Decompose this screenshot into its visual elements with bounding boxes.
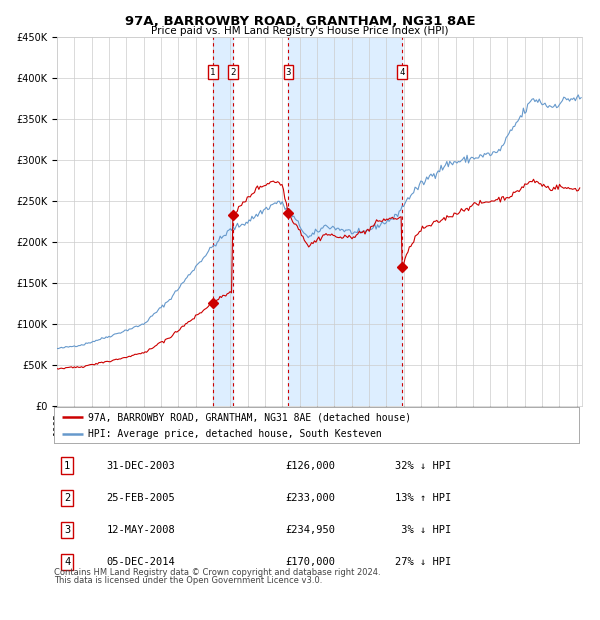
Text: 97A, BARROWBY ROAD, GRANTHAM, NG31 8AE (detached house): 97A, BARROWBY ROAD, GRANTHAM, NG31 8AE (… bbox=[88, 412, 411, 422]
Text: 12-MAY-2008: 12-MAY-2008 bbox=[107, 525, 175, 535]
Text: 2: 2 bbox=[230, 68, 236, 77]
Text: HPI: Average price, detached house, South Kesteven: HPI: Average price, detached house, Sout… bbox=[88, 428, 382, 438]
Text: This data is licensed under the Open Government Licence v3.0.: This data is licensed under the Open Gov… bbox=[54, 576, 322, 585]
Text: 13% ↑ HPI: 13% ↑ HPI bbox=[395, 493, 452, 503]
Text: 25-FEB-2005: 25-FEB-2005 bbox=[107, 493, 175, 503]
Text: £233,000: £233,000 bbox=[285, 493, 335, 503]
Text: 1: 1 bbox=[64, 461, 70, 471]
Text: 4: 4 bbox=[64, 557, 70, 567]
Text: 97A, BARROWBY ROAD, GRANTHAM, NG31 8AE: 97A, BARROWBY ROAD, GRANTHAM, NG31 8AE bbox=[125, 15, 475, 27]
Text: 3: 3 bbox=[64, 525, 70, 535]
Text: £234,950: £234,950 bbox=[285, 525, 335, 535]
Text: 27% ↓ HPI: 27% ↓ HPI bbox=[395, 557, 452, 567]
Text: 32% ↓ HPI: 32% ↓ HPI bbox=[395, 461, 452, 471]
Text: 3% ↓ HPI: 3% ↓ HPI bbox=[395, 525, 452, 535]
Text: £170,000: £170,000 bbox=[285, 557, 335, 567]
Bar bbox=[289, 37, 402, 406]
Text: £126,000: £126,000 bbox=[285, 461, 335, 471]
Text: Contains HM Land Registry data © Crown copyright and database right 2024.: Contains HM Land Registry data © Crown c… bbox=[54, 569, 380, 577]
Text: 1: 1 bbox=[210, 68, 215, 77]
Text: 4: 4 bbox=[400, 68, 405, 77]
Bar bbox=[213, 37, 233, 406]
Text: 31-DEC-2003: 31-DEC-2003 bbox=[107, 461, 175, 471]
Text: Price paid vs. HM Land Registry's House Price Index (HPI): Price paid vs. HM Land Registry's House … bbox=[151, 26, 449, 36]
Text: 05-DEC-2014: 05-DEC-2014 bbox=[107, 557, 175, 567]
Text: 3: 3 bbox=[286, 68, 291, 77]
Text: 2: 2 bbox=[64, 493, 70, 503]
